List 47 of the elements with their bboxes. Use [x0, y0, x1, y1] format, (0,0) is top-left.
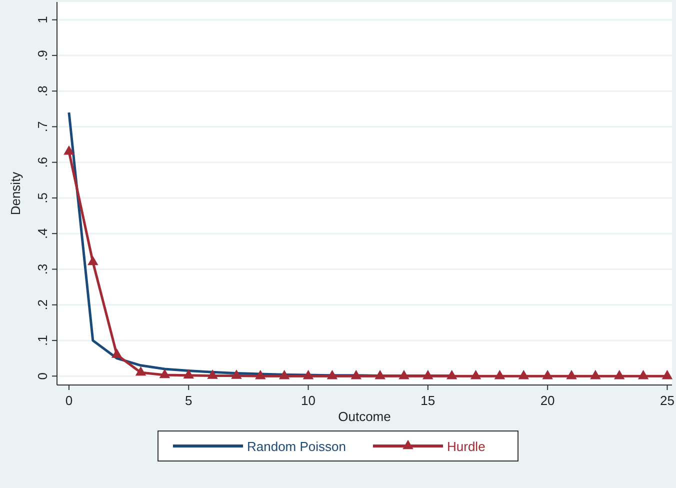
x-tick-label: 5: [185, 393, 192, 408]
point: [470, 370, 482, 380]
point: [183, 369, 194, 378]
y-tick-label: .6: [35, 156, 50, 168]
point: [446, 370, 458, 380]
point: [88, 256, 98, 266]
x-axis-title: Outcome: [338, 409, 391, 424]
y-axis-title: Density: [8, 171, 23, 216]
point: [590, 370, 601, 380]
y-tick-label: .9: [35, 50, 50, 61]
point: [159, 368, 170, 378]
point: [350, 370, 362, 380]
y-tick-label: .3: [35, 264, 50, 275]
point: [494, 370, 506, 380]
point: [207, 370, 218, 379]
point: [638, 370, 649, 380]
point: [278, 370, 290, 380]
y-tick-label: 0: [35, 372, 50, 380]
y-tick-label: .2: [35, 299, 50, 310]
x-tick-label: 20: [540, 393, 555, 408]
point: [64, 145, 74, 155]
point: [135, 366, 146, 376]
y-tick-label: .5: [35, 192, 50, 204]
point: [422, 370, 434, 380]
point: [518, 370, 530, 380]
x-tick-label: 25: [660, 393, 674, 408]
y-tick-label: .4: [35, 228, 50, 240]
point: [614, 370, 625, 380]
point: [326, 370, 338, 380]
point: [398, 370, 410, 380]
text: Hurdle: [447, 439, 486, 454]
point: [255, 370, 266, 380]
point: [542, 370, 553, 380]
point: [374, 370, 386, 380]
point: [566, 370, 577, 380]
y-tick-label: 1: [35, 16, 50, 24]
point: [111, 348, 122, 358]
y-tick-label: .1: [35, 335, 50, 346]
y-tick-label: .8: [35, 86, 50, 96]
y-tick-label: .7: [35, 121, 50, 132]
x-tick-label: 15: [420, 393, 436, 408]
text: Random Poisson: [247, 439, 346, 454]
x-tick-label: 0: [65, 393, 73, 408]
point: [231, 370, 242, 379]
point: [302, 370, 314, 380]
point: [662, 370, 673, 380]
x-tick-label: 10: [301, 393, 316, 408]
